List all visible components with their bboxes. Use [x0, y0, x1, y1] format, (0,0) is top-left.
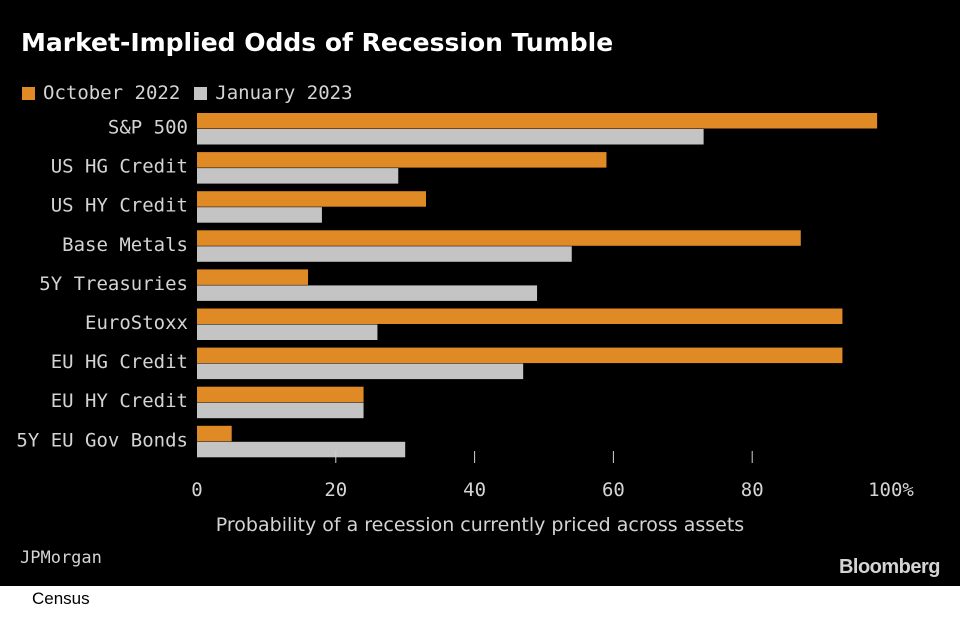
bar-october-2022-eu-hg-credit: [197, 347, 843, 364]
x-tick-label-20: 20: [324, 479, 347, 501]
chart-title: Market-Implied Odds of Recession Tumble: [21, 28, 614, 57]
bar-october-2022-us-hg-credit: [197, 152, 607, 168]
legend-label-january-2023: January 2023: [215, 82, 353, 104]
legend-swatch-january-2023: [194, 86, 208, 100]
category-label-eurostoxx: EuroStoxx: [85, 312, 188, 334]
bar-january-2023-eu-hg-credit: [197, 363, 524, 380]
chart-panel: Market-Implied Odds of Recession Tumble …: [0, 0, 960, 586]
bar-january-2023-base-metals: [197, 246, 572, 262]
bar-october-2022-eu-hy-credit: [197, 386, 364, 403]
category-label-5y-treasuries: 5Y Treasuries: [39, 273, 188, 295]
source-label: JPMorgan: [20, 548, 102, 568]
bar-october-2022-5y-eu-gov-bonds: [197, 425, 232, 442]
category-label-eu-hy-credit: EU HY Credit: [51, 390, 188, 412]
category-label-sandp-500: S&P 500: [108, 117, 188, 139]
legend-item-october-2022: October 2022: [22, 82, 180, 104]
legend-swatch-october-2022: [22, 86, 35, 100]
bar-january-2023-us-hg-credit: [197, 168, 399, 184]
category-label-base-metals: Base Metals: [62, 234, 188, 256]
bar-january-2023-sandp-500: [197, 129, 704, 145]
category-label-us-hy-credit: US HY Credit: [51, 195, 188, 217]
bar-january-2023-eu-hy-credit: [197, 402, 364, 419]
bar-october-2022-eurostoxx: [197, 308, 843, 324]
legend-label-october-2022: October 2022: [43, 82, 181, 104]
bar-chart: S&P 500 US HG Credit US HY Credit Base Meta…: [16, 113, 914, 536]
bloomberg-logo: Bloomberg: [838, 556, 941, 578]
category-label-5y-eu-gov-bonds: 5Y EU Gov Bonds: [16, 429, 188, 451]
legend: October 2022 January 2023: [22, 82, 367, 104]
bar-october-2022-base-metals: [197, 230, 801, 246]
bar-october-2022-5y-treasuries: [197, 269, 309, 285]
category-label-us-hg-credit: US HG Credit: [51, 156, 188, 178]
x-tick-label-100: 100%: [868, 479, 914, 501]
category-label-eu-hg-credit: EU HG Credit: [51, 351, 188, 373]
x-tick-label-80: 80: [741, 479, 764, 501]
bar-january-2023-5y-eu-gov-bonds: [197, 441, 406, 458]
x-axis-label: Probability of a recession currently pri…: [216, 514, 744, 536]
x-tick-label-60: 60: [602, 479, 625, 501]
bar-january-2023-5y-treasuries: [197, 285, 538, 301]
bar-october-2022-sandp-500: [197, 113, 878, 129]
x-tick-label-0: 0: [191, 479, 202, 501]
bar-october-2022-us-hy-credit: [197, 191, 427, 207]
bar-january-2023-eurostoxx: [197, 324, 378, 340]
bar-january-2023-us-hy-credit: [197, 207, 322, 223]
credit-label: Census: [32, 589, 90, 608]
x-tick-label-40: 40: [463, 479, 486, 501]
legend-item-january-2023: January 2023: [194, 82, 353, 104]
